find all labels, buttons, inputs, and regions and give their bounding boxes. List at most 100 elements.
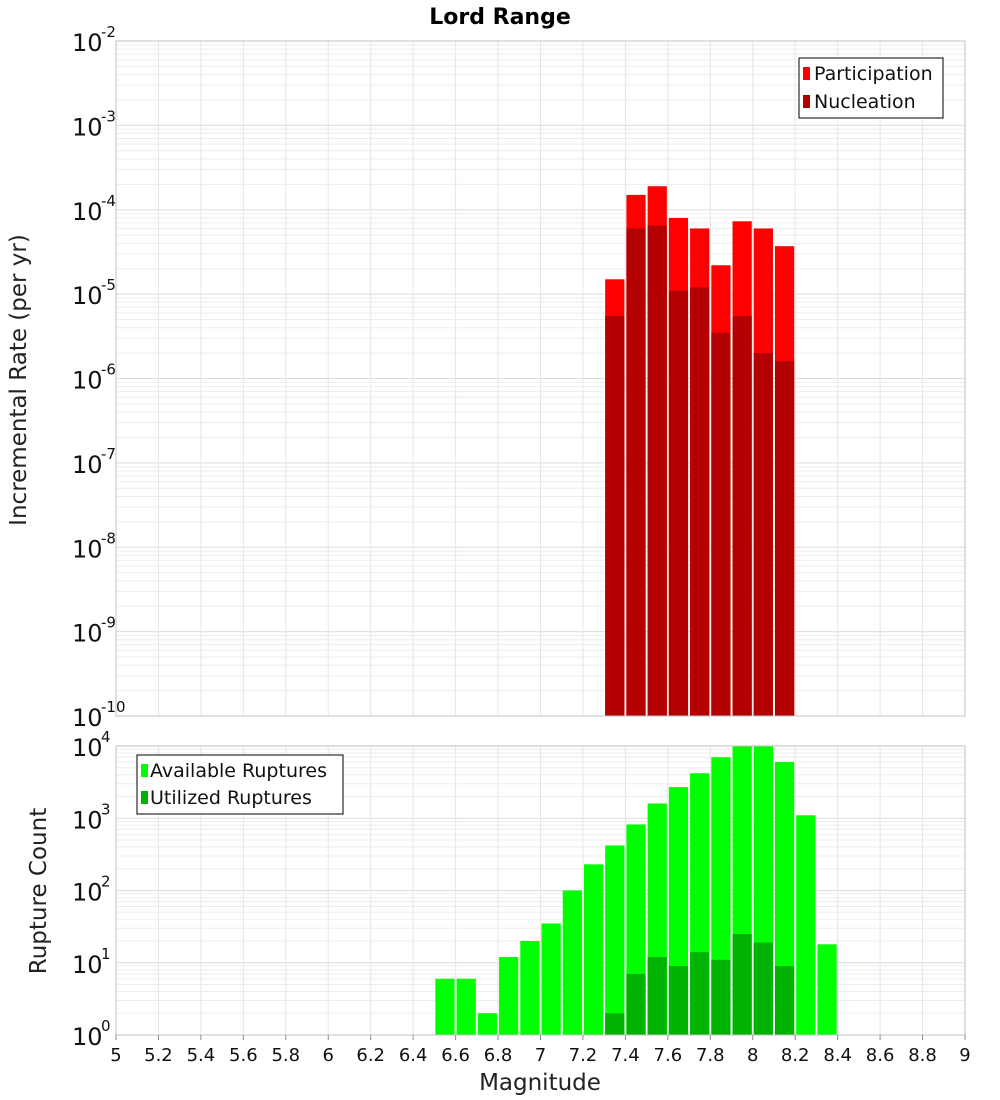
top-plot-border (115, 40, 966, 717)
y-tick-exponent: -7 (101, 445, 116, 463)
bar-nucleation (626, 228, 646, 716)
y-tick-label: 10 (72, 734, 103, 762)
x-tick-label: 7.6 (654, 1045, 683, 1066)
legend-label-participation: Participation (814, 63, 933, 85)
bar-nucleation (774, 361, 795, 716)
bottom-bars (435, 746, 837, 1035)
bar-utilized (605, 1013, 625, 1035)
y-tick-exponent: -10 (101, 698, 126, 716)
x-tick-label: 7.4 (611, 1045, 640, 1066)
top-legend-box (798, 57, 944, 119)
top-legend: Participation Nucleation (798, 57, 944, 119)
y-tick-exponent: 0 (101, 1017, 111, 1035)
bar-available (605, 845, 625, 1035)
bar-available (562, 890, 582, 1035)
bar-available (520, 941, 540, 1035)
x-tick-label: 5.4 (187, 1045, 216, 1066)
bar-nucleation (753, 353, 773, 716)
bar-utilized (732, 933, 752, 1035)
x-tick-label: 5 (110, 1045, 121, 1066)
y-tick-label: 10 (72, 29, 103, 57)
bar-utilized (668, 966, 689, 1035)
y-tick-exponent: -2 (101, 23, 116, 41)
legend-swatch-nucleation (803, 95, 810, 108)
y-tick-label: 10 (72, 535, 103, 563)
x-tick-label: 7.2 (569, 1045, 598, 1066)
bar-available (499, 957, 519, 1035)
y-tick-exponent: 3 (101, 800, 111, 818)
bottom-legend-box (136, 754, 344, 815)
legend-swatch-utilized (141, 791, 148, 804)
x-axis-label: Magnitude (479, 1070, 601, 1096)
y-tick-label: 10 (72, 620, 103, 648)
bottom-legend: Available Ruptures Utilized Ruptures (136, 754, 344, 815)
legend-label-nucleation: Nucleation (814, 91, 916, 113)
legend-swatch-available (141, 764, 148, 777)
legend-label-utilized: Utilized Ruptures (150, 787, 312, 809)
x-tick-label: 6.6 (441, 1045, 470, 1066)
x-tick-label: 9 (959, 1045, 970, 1066)
bar-nucleation (711, 332, 731, 716)
y-tick-exponent: -8 (101, 529, 116, 547)
x-tick-label: 6.4 (399, 1045, 428, 1066)
x-tick-label: 5.6 (229, 1045, 258, 1066)
bar-available (583, 864, 604, 1035)
y-tick-exponent: -3 (101, 107, 116, 125)
x-tick-label: 8 (747, 1045, 758, 1066)
bar-available (541, 923, 561, 1035)
x-tick-label: 5.8 (271, 1045, 300, 1066)
y-tick-label: 10 (72, 879, 103, 907)
x-ticks: 5 5.2 5.4 5.6 5.8 6 6.2 6.4 6.6 6.8 7 7.2 7.4 7.6 7.8 8… (110, 1035, 971, 1066)
y-tick-exponent: -5 (101, 276, 116, 294)
x-tick-label: 6.8 (484, 1045, 513, 1066)
y-tick-exponent: 4 (101, 728, 111, 746)
legend-label-available: Available Ruptures (150, 760, 327, 782)
y-tick-label: 10 (72, 451, 103, 479)
bar-nucleation (732, 316, 752, 716)
bottom-y-axis-label: Rupture Count (26, 808, 52, 974)
bar-nucleation (668, 290, 689, 716)
bar-available (796, 815, 816, 1035)
legend-swatch-participation (803, 67, 810, 80)
top-grid (115, 40, 966, 717)
y-tick-label: 10 (72, 198, 103, 226)
y-tick-label: 10 (72, 282, 103, 310)
x-tick-label: 8.6 (866, 1045, 895, 1066)
x-tick-label: 8.8 (908, 1045, 937, 1066)
y-tick-label: 10 (72, 704, 103, 732)
bar-available (456, 978, 476, 1035)
x-tick-label: 8.4 (823, 1045, 852, 1066)
y-tick-label: 10 (72, 367, 103, 395)
x-tick-label: 7 (535, 1045, 546, 1066)
top-y-axis-label: Incremental Rate (per yr) (6, 234, 32, 526)
y-tick-label: 10 (72, 806, 103, 834)
bar-utilized (774, 966, 795, 1035)
bar-nucleation (690, 287, 710, 716)
y-tick-exponent: -6 (101, 361, 116, 379)
bar-nucleation (605, 316, 625, 716)
bar-utilized (626, 973, 646, 1035)
bar-available (477, 1013, 498, 1035)
bar-available (435, 978, 455, 1035)
y-tick-label: 10 (72, 113, 103, 141)
bar-utilized (690, 952, 710, 1035)
bar-utilized (753, 942, 773, 1035)
x-tick-label: 6 (323, 1045, 334, 1066)
x-tick-label: 7.8 (696, 1045, 725, 1066)
x-tick-label: 5.2 (144, 1045, 173, 1066)
bar-available (817, 944, 837, 1035)
bar-nucleation (647, 225, 667, 716)
top-y-ticks: 10-210-310-410-510-610-710-810-910-10 (72, 23, 126, 732)
chart-title: Lord Range (429, 5, 571, 30)
y-tick-exponent: -4 (101, 192, 116, 210)
bar-utilized (711, 959, 731, 1035)
y-tick-exponent: 2 (101, 873, 111, 891)
y-tick-label: 10 (72, 1023, 103, 1051)
y-tick-exponent: -9 (101, 614, 116, 632)
top-bars (605, 186, 795, 716)
bar-utilized (647, 957, 667, 1035)
y-tick-label: 10 (72, 951, 103, 979)
x-tick-label: 8.2 (781, 1045, 810, 1066)
